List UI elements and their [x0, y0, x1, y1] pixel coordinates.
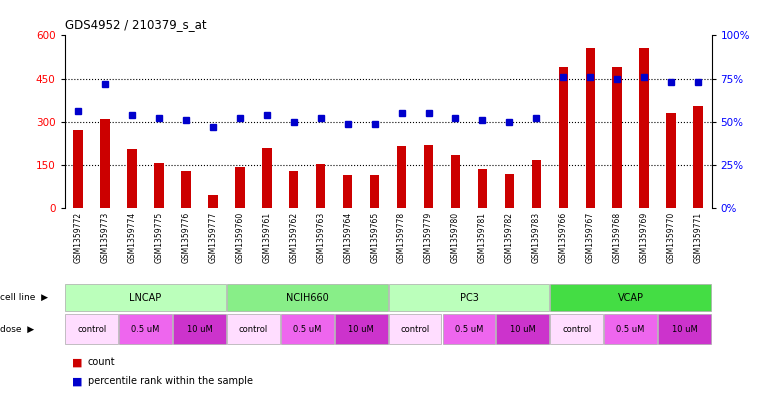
- Bar: [154, 163, 164, 208]
- Bar: [658, 314, 711, 344]
- Bar: [443, 314, 495, 344]
- Text: GSM1359763: GSM1359763: [317, 212, 325, 263]
- Text: GSM1359773: GSM1359773: [100, 212, 110, 263]
- Text: control: control: [562, 325, 591, 334]
- Bar: [559, 67, 568, 208]
- Bar: [496, 314, 549, 344]
- Bar: [74, 130, 83, 208]
- Text: GSM1359772: GSM1359772: [74, 212, 83, 263]
- Text: GSM1359765: GSM1359765: [370, 212, 379, 263]
- Text: control: control: [400, 325, 430, 334]
- Text: NCIH660: NCIH660: [286, 293, 329, 303]
- Text: GSM1359778: GSM1359778: [397, 212, 406, 263]
- Text: 0.5 uM: 0.5 uM: [132, 325, 160, 334]
- Text: dose  ▶: dose ▶: [0, 325, 34, 334]
- Text: GSM1359776: GSM1359776: [181, 212, 190, 263]
- Text: GSM1359777: GSM1359777: [209, 212, 218, 263]
- Bar: [693, 106, 702, 208]
- Bar: [370, 175, 379, 208]
- Bar: [227, 285, 387, 311]
- Bar: [316, 163, 326, 208]
- Text: cell line  ▶: cell line ▶: [0, 293, 48, 302]
- Bar: [451, 155, 460, 208]
- Bar: [505, 174, 514, 208]
- Text: GSM1359766: GSM1359766: [559, 212, 568, 263]
- Text: GSM1359781: GSM1359781: [478, 212, 487, 263]
- Bar: [604, 314, 657, 344]
- Bar: [667, 113, 676, 208]
- Text: control: control: [239, 325, 268, 334]
- Bar: [478, 169, 487, 208]
- Text: 10 uM: 10 uM: [510, 325, 536, 334]
- Text: GSM1359771: GSM1359771: [693, 212, 702, 263]
- Bar: [289, 171, 298, 208]
- Bar: [235, 167, 244, 208]
- Text: GSM1359768: GSM1359768: [613, 212, 622, 263]
- Text: GDS4952 / 210379_s_at: GDS4952 / 210379_s_at: [65, 18, 206, 31]
- Bar: [639, 48, 649, 208]
- Text: 0.5 uM: 0.5 uM: [293, 325, 321, 334]
- Text: ■: ■: [72, 357, 83, 367]
- Bar: [550, 314, 603, 344]
- Bar: [227, 314, 280, 344]
- Bar: [550, 285, 711, 311]
- Bar: [532, 160, 541, 208]
- Text: LNCAP: LNCAP: [129, 293, 161, 303]
- Bar: [389, 314, 441, 344]
- Text: GSM1359779: GSM1359779: [424, 212, 433, 263]
- Bar: [343, 175, 352, 208]
- Text: 0.5 uM: 0.5 uM: [455, 325, 483, 334]
- Text: GSM1359769: GSM1359769: [640, 212, 648, 263]
- Text: 10 uM: 10 uM: [349, 325, 374, 334]
- Bar: [397, 146, 406, 208]
- Bar: [209, 195, 218, 208]
- Text: GSM1359767: GSM1359767: [586, 212, 595, 263]
- Bar: [65, 285, 226, 311]
- Text: GSM1359780: GSM1359780: [451, 212, 460, 263]
- Text: VCAP: VCAP: [618, 293, 644, 303]
- Bar: [389, 285, 549, 311]
- Text: GSM1359760: GSM1359760: [235, 212, 244, 263]
- Text: GSM1359761: GSM1359761: [263, 212, 272, 263]
- Bar: [585, 48, 595, 208]
- Text: GSM1359770: GSM1359770: [667, 212, 676, 263]
- Bar: [424, 145, 433, 208]
- Bar: [281, 314, 333, 344]
- Text: control: control: [77, 325, 107, 334]
- Text: ■: ■: [72, 376, 83, 386]
- Text: GSM1359762: GSM1359762: [289, 212, 298, 263]
- Text: percentile rank within the sample: percentile rank within the sample: [88, 376, 253, 386]
- Bar: [335, 314, 387, 344]
- Text: GSM1359783: GSM1359783: [532, 212, 541, 263]
- Text: 10 uM: 10 uM: [186, 325, 212, 334]
- Text: 10 uM: 10 uM: [672, 325, 698, 334]
- Text: GSM1359782: GSM1359782: [505, 212, 514, 263]
- Text: PC3: PC3: [460, 293, 479, 303]
- Bar: [119, 314, 172, 344]
- Bar: [65, 314, 118, 344]
- Bar: [127, 149, 137, 208]
- Text: count: count: [88, 357, 115, 367]
- Bar: [181, 171, 191, 208]
- Text: 0.5 uM: 0.5 uM: [616, 325, 645, 334]
- Text: GSM1359764: GSM1359764: [343, 212, 352, 263]
- Bar: [100, 119, 110, 208]
- Text: GSM1359775: GSM1359775: [154, 212, 164, 263]
- Bar: [173, 314, 226, 344]
- Bar: [262, 148, 272, 208]
- Bar: [613, 67, 622, 208]
- Text: GSM1359774: GSM1359774: [128, 212, 136, 263]
